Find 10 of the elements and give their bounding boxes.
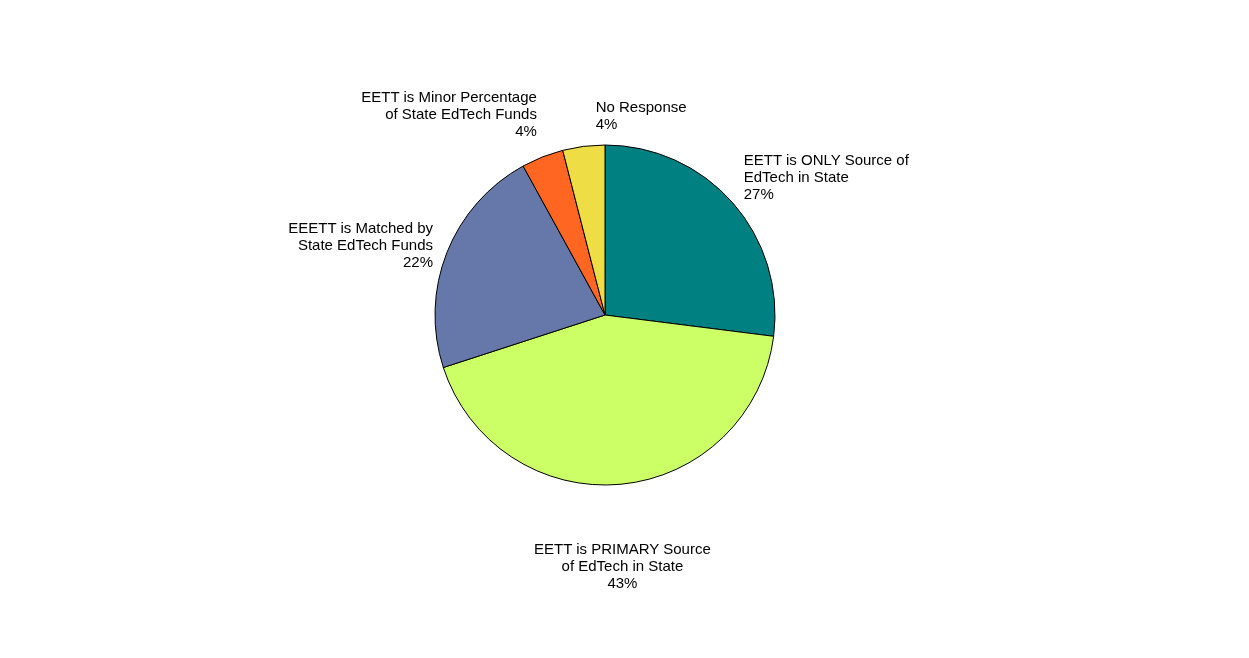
slice-label: EEETT is Matched by State EdTech Funds — [288, 219, 434, 254]
slice-label: EETT is ONLY Source of EdTech in State — [743, 150, 910, 185]
data-label: 22% — [402, 253, 433, 271]
data-label: 4% — [515, 121, 537, 139]
data-label: 43% — [607, 573, 638, 591]
slice-label: EETT is Minor Percentage of State EdTech Funds — [361, 87, 537, 122]
slice-label: EETT is PRIMARY Source of EdTech in State — [534, 539, 711, 574]
slice-label: No Response — [595, 97, 687, 115]
data-label: 27% — [743, 184, 774, 202]
data-label: 4% — [595, 114, 618, 132]
